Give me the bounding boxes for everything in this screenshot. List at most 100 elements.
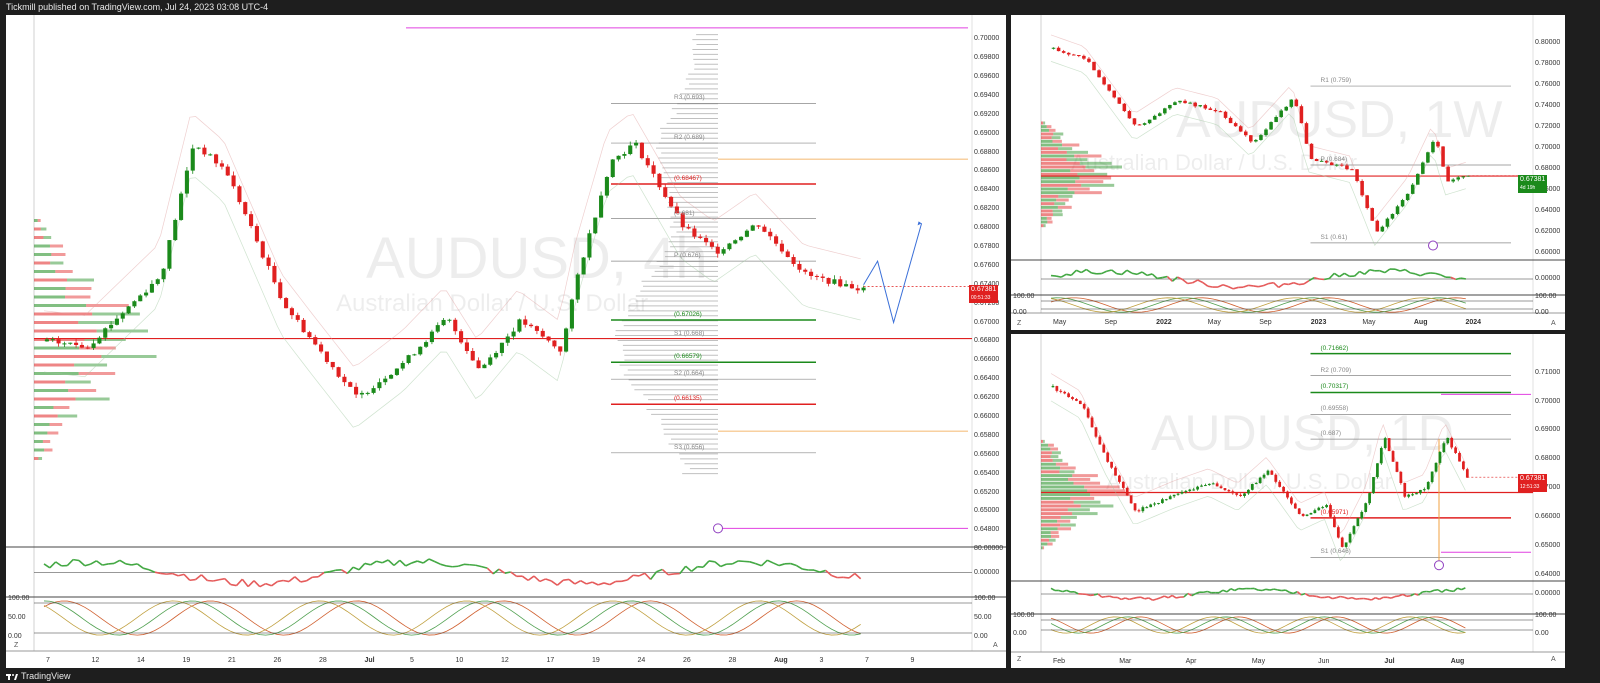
chart-panel-4h[interactable]: AUDUSD, 4h Australian Dollar / U.S. Doll… xyxy=(6,15,1006,668)
oscillator-line-segment xyxy=(1269,588,1275,591)
oscillator-line-segment xyxy=(1226,588,1232,593)
timezone-button[interactable]: Z xyxy=(14,642,19,649)
volume-profile-bar xyxy=(1041,154,1075,158)
timezone-button[interactable]: Z xyxy=(1017,320,1022,327)
candle-body xyxy=(1410,184,1415,194)
candle-body xyxy=(1066,52,1071,55)
candle-body xyxy=(517,319,522,332)
time-axis-label: Jun xyxy=(1318,658,1330,665)
oscillator-axis-label: 100.00 xyxy=(1013,612,1035,619)
auto-scale-button[interactable]: A xyxy=(1551,320,1556,327)
volume-profile-bar xyxy=(1041,493,1091,497)
candle-body xyxy=(1204,485,1207,487)
oscillator-line-segment xyxy=(136,563,144,569)
candle-body xyxy=(744,230,749,237)
candle-body xyxy=(1279,110,1283,117)
chart-panel-1w[interactable]: AUDUSD, 1W Australian Dollar / U.S. Doll… xyxy=(1011,15,1565,330)
auto-scale-button[interactable]: A xyxy=(993,642,998,649)
oscillator-line-segment xyxy=(644,572,652,580)
oscillator-line-segment xyxy=(352,566,360,571)
volume-profile-bar xyxy=(1041,470,1060,474)
candle-body xyxy=(62,343,67,345)
oscillator-line-segment xyxy=(597,582,605,586)
candle-body xyxy=(371,388,376,393)
time-axis-label: Feb xyxy=(1053,658,1066,665)
volume-profile-bar xyxy=(1081,183,1115,187)
candle-body xyxy=(1107,84,1111,91)
oscillator-line-segment xyxy=(1062,589,1067,593)
oscillator-line-segment xyxy=(1450,276,1457,281)
candle-body xyxy=(1071,54,1076,56)
volume-profile-bar xyxy=(1041,139,1053,143)
last-price-tag: 0.67381 4d 19h xyxy=(1518,175,1548,193)
price-chart-1w[interactable] xyxy=(1011,15,1565,330)
price-axis-label: 0.67200 xyxy=(974,299,1000,307)
volume-profile-bar xyxy=(34,329,97,333)
oscillator-line-segment xyxy=(1230,587,1236,592)
oscillator-axis-label: 80.00000 xyxy=(974,545,1004,552)
oscillator-line-segment xyxy=(1183,592,1189,598)
volume-profile-bar xyxy=(1048,443,1054,447)
volume-profile-bar xyxy=(1041,205,1058,209)
stoch-k-line xyxy=(1050,616,1466,634)
volume-profile-bar xyxy=(34,423,50,426)
oscillator-line-segment xyxy=(1242,284,1249,288)
price-chart-1d[interactable] xyxy=(1011,334,1565,668)
candle-body xyxy=(1168,496,1172,500)
oscillator-line-segment xyxy=(253,580,261,588)
publish-text: Tickmill published on TradingView.com, J… xyxy=(6,2,269,12)
candle-body xyxy=(144,292,149,296)
price-axis-label: 0.68000 xyxy=(974,224,1000,232)
candle-body xyxy=(1297,508,1301,514)
volume-profile-bar xyxy=(43,236,52,239)
level-label: S1 (0.646) xyxy=(1320,548,1351,556)
oscillator-line-segment xyxy=(1151,273,1158,280)
candle-body xyxy=(1360,511,1364,519)
candle-body xyxy=(120,313,125,319)
price-axis-label: 0.62000 xyxy=(1535,228,1561,236)
candle-body xyxy=(214,154,219,164)
level-label: (0.65971) xyxy=(1320,508,1349,516)
oscillator-line-segment xyxy=(1414,273,1421,277)
candle-body xyxy=(1254,483,1258,485)
auto-scale-button[interactable]: A xyxy=(1551,656,1556,663)
price-chart-4h[interactable] xyxy=(6,15,1006,668)
volume-profile-bar xyxy=(1087,489,1126,493)
candle-body xyxy=(1350,169,1354,171)
oscillator-line-segment xyxy=(1207,285,1214,288)
time-axis-label: 7 xyxy=(46,657,50,664)
candle-body xyxy=(103,328,108,338)
price-axis-label: 0.66000 xyxy=(974,412,1000,420)
oscillator-line-segment xyxy=(200,574,208,582)
candle-body xyxy=(359,392,364,395)
oscillator-line-segment xyxy=(1278,283,1285,289)
oscillator-line-segment xyxy=(119,559,127,565)
oscillator-axis-label: 100.00 xyxy=(974,595,996,602)
candle-body xyxy=(1218,111,1223,113)
volume-profile-bar xyxy=(86,304,129,307)
oscillator-line-segment xyxy=(1308,277,1315,282)
time-axis-label: 19 xyxy=(182,657,191,664)
volume-profile-bar xyxy=(1041,466,1061,470)
time-axis-label: May xyxy=(1362,319,1376,326)
volume-profile-bar xyxy=(1041,209,1053,213)
candle-body xyxy=(202,147,207,155)
candle-body xyxy=(1118,475,1121,482)
timezone-button[interactable]: Z xyxy=(1017,656,1022,663)
oscillator-line-segment xyxy=(1313,276,1320,280)
candle-body xyxy=(1313,510,1317,514)
volume-profile-bar xyxy=(34,321,79,324)
oscillator-line-segment xyxy=(1106,269,1112,273)
time-axis-label: 9 xyxy=(910,657,915,664)
chart-panel-1d[interactable]: AUDUSD, 1D Australian Dollar / U.S. Doll… xyxy=(1011,334,1565,668)
candle-body xyxy=(1360,180,1364,196)
candle-body xyxy=(820,276,825,278)
volume-profile-bar xyxy=(1041,451,1052,455)
volume-profile-bar xyxy=(1041,504,1081,508)
oscillator-line-segment xyxy=(1263,282,1269,287)
candle-body xyxy=(435,325,440,332)
time-axis-label: May xyxy=(1053,319,1067,326)
candle-body xyxy=(610,159,615,178)
tradingview-logo[interactable]: TradingView xyxy=(6,670,71,683)
price-axis-label: 0.65600 xyxy=(974,450,1000,458)
